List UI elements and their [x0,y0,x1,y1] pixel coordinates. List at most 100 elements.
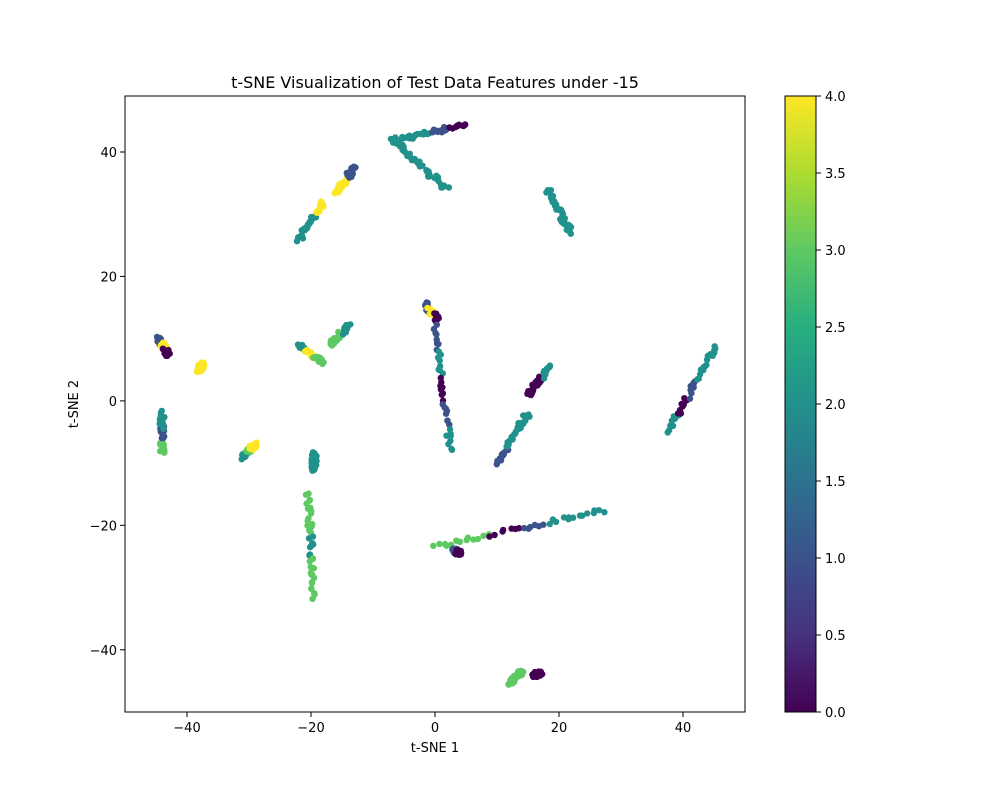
scatter-point [387,135,395,143]
x-tick-label: 0 [431,721,439,736]
scatter-point [601,509,608,516]
scatter-point [681,395,688,402]
y-tick-label: 0 [109,395,117,410]
scatter-point [412,131,419,139]
scatter-point [500,526,507,534]
scatter-point [156,440,164,447]
x-tick-label: 20 [551,721,568,736]
scatter-point [579,512,586,519]
scatter-point [308,579,316,587]
scatter-point [198,362,205,369]
scatter-point [161,446,168,454]
plot-frame [124,95,746,713]
scatter-point [678,400,685,408]
x-axis-label: t-SNE 1 [411,741,459,756]
scatter-point [549,192,557,200]
scatter-point [430,542,437,549]
scatter-point [347,321,354,328]
scatter-point [158,407,165,415]
scatter-point [540,521,547,528]
scatter-point [515,525,523,532]
scatter-point [457,547,464,555]
scatter-point [298,232,306,239]
x-tick-label: −40 [173,721,200,736]
colorbar [784,95,817,713]
scatter-point [491,531,498,539]
scatter-point [307,510,315,517]
x-tick-label: −20 [297,721,324,736]
scatter-point [552,518,560,526]
scatter-point [446,421,453,428]
scatter-point [304,517,311,525]
scatter-point [435,315,442,322]
scatter-point [310,565,318,572]
scatter-point [517,667,524,674]
scatter-point [462,121,469,128]
scatter-point [162,350,170,357]
colorbar-tick-label: 0.0 [825,706,846,721]
scatter-point [436,540,443,548]
colorbar-tick-label: 1.5 [825,475,846,490]
scatter-point [302,491,310,498]
colorbar-tick-label: 0.5 [825,629,846,644]
scatter-point [566,229,574,236]
scatter-point [535,669,542,676]
scatter-point [544,364,552,371]
colorbar-tick-label: 4.0 [825,90,846,105]
scatter-point [435,340,442,348]
colorbar-ticks: 0.0 0.5 1.0 1.5 2.0 2.5 3.0 3.5 4.0 [816,90,846,721]
scatter-point [352,164,359,171]
y-tick-label: −40 [90,644,117,659]
scatter-point [442,410,450,417]
x-tick-label: 40 [675,721,692,736]
scatter-point [703,361,710,369]
scatter-point [595,507,603,514]
scatter-point [161,413,168,421]
scatter-point [456,538,463,545]
scatter-point [448,446,456,453]
colorbar-tick-label: 2.5 [825,321,846,336]
scatter-point [546,520,553,528]
colorbar-tick-label: 3.0 [825,244,846,259]
y-tick-label: 20 [100,270,117,285]
scatter-point [306,558,313,565]
scatter-point [309,595,316,602]
scatter-point [480,532,487,539]
scatter-point [319,201,327,208]
scatter-point [445,184,453,191]
scatter-point [431,174,438,181]
scatter-point [436,357,443,364]
scatter-point [253,439,260,446]
scatter-point [319,360,326,368]
scatter-point [303,500,310,507]
colorbar-tick-label: 2.0 [825,398,846,413]
scatter-point [569,514,577,521]
scatter-points [153,121,719,688]
scatter-point [311,450,318,457]
scatter-point [591,507,598,514]
scatter-point [306,543,314,551]
scatter-point [401,148,409,156]
scatter-point [309,533,317,540]
scatter-point [423,167,430,174]
scatter-point [447,432,454,440]
scatter-point [686,395,694,402]
scatter-point [438,391,445,398]
scatter-point [474,535,482,543]
y-axis-ticks: −40 −20 0 20 40 [90,146,125,659]
scatter-point [584,510,591,517]
scatter-point [523,412,530,419]
y-tick-label: −20 [90,519,117,534]
scatter-point [711,343,718,350]
chart-title: t-SNE Visualization of Test Data Feature… [231,73,639,92]
scatter-point [433,331,440,338]
y-tick-label: 40 [100,146,117,161]
colorbar-tick-label: 1.0 [825,552,846,567]
x-axis-ticks: −40 −20 0 20 40 [173,712,691,736]
scatter-point [669,422,677,429]
scatter-point [486,533,493,540]
y-axis-label: t-SNE 2 [67,380,82,428]
scatter-point [445,440,452,448]
colorbar-tick-label: 3.5 [825,167,846,182]
